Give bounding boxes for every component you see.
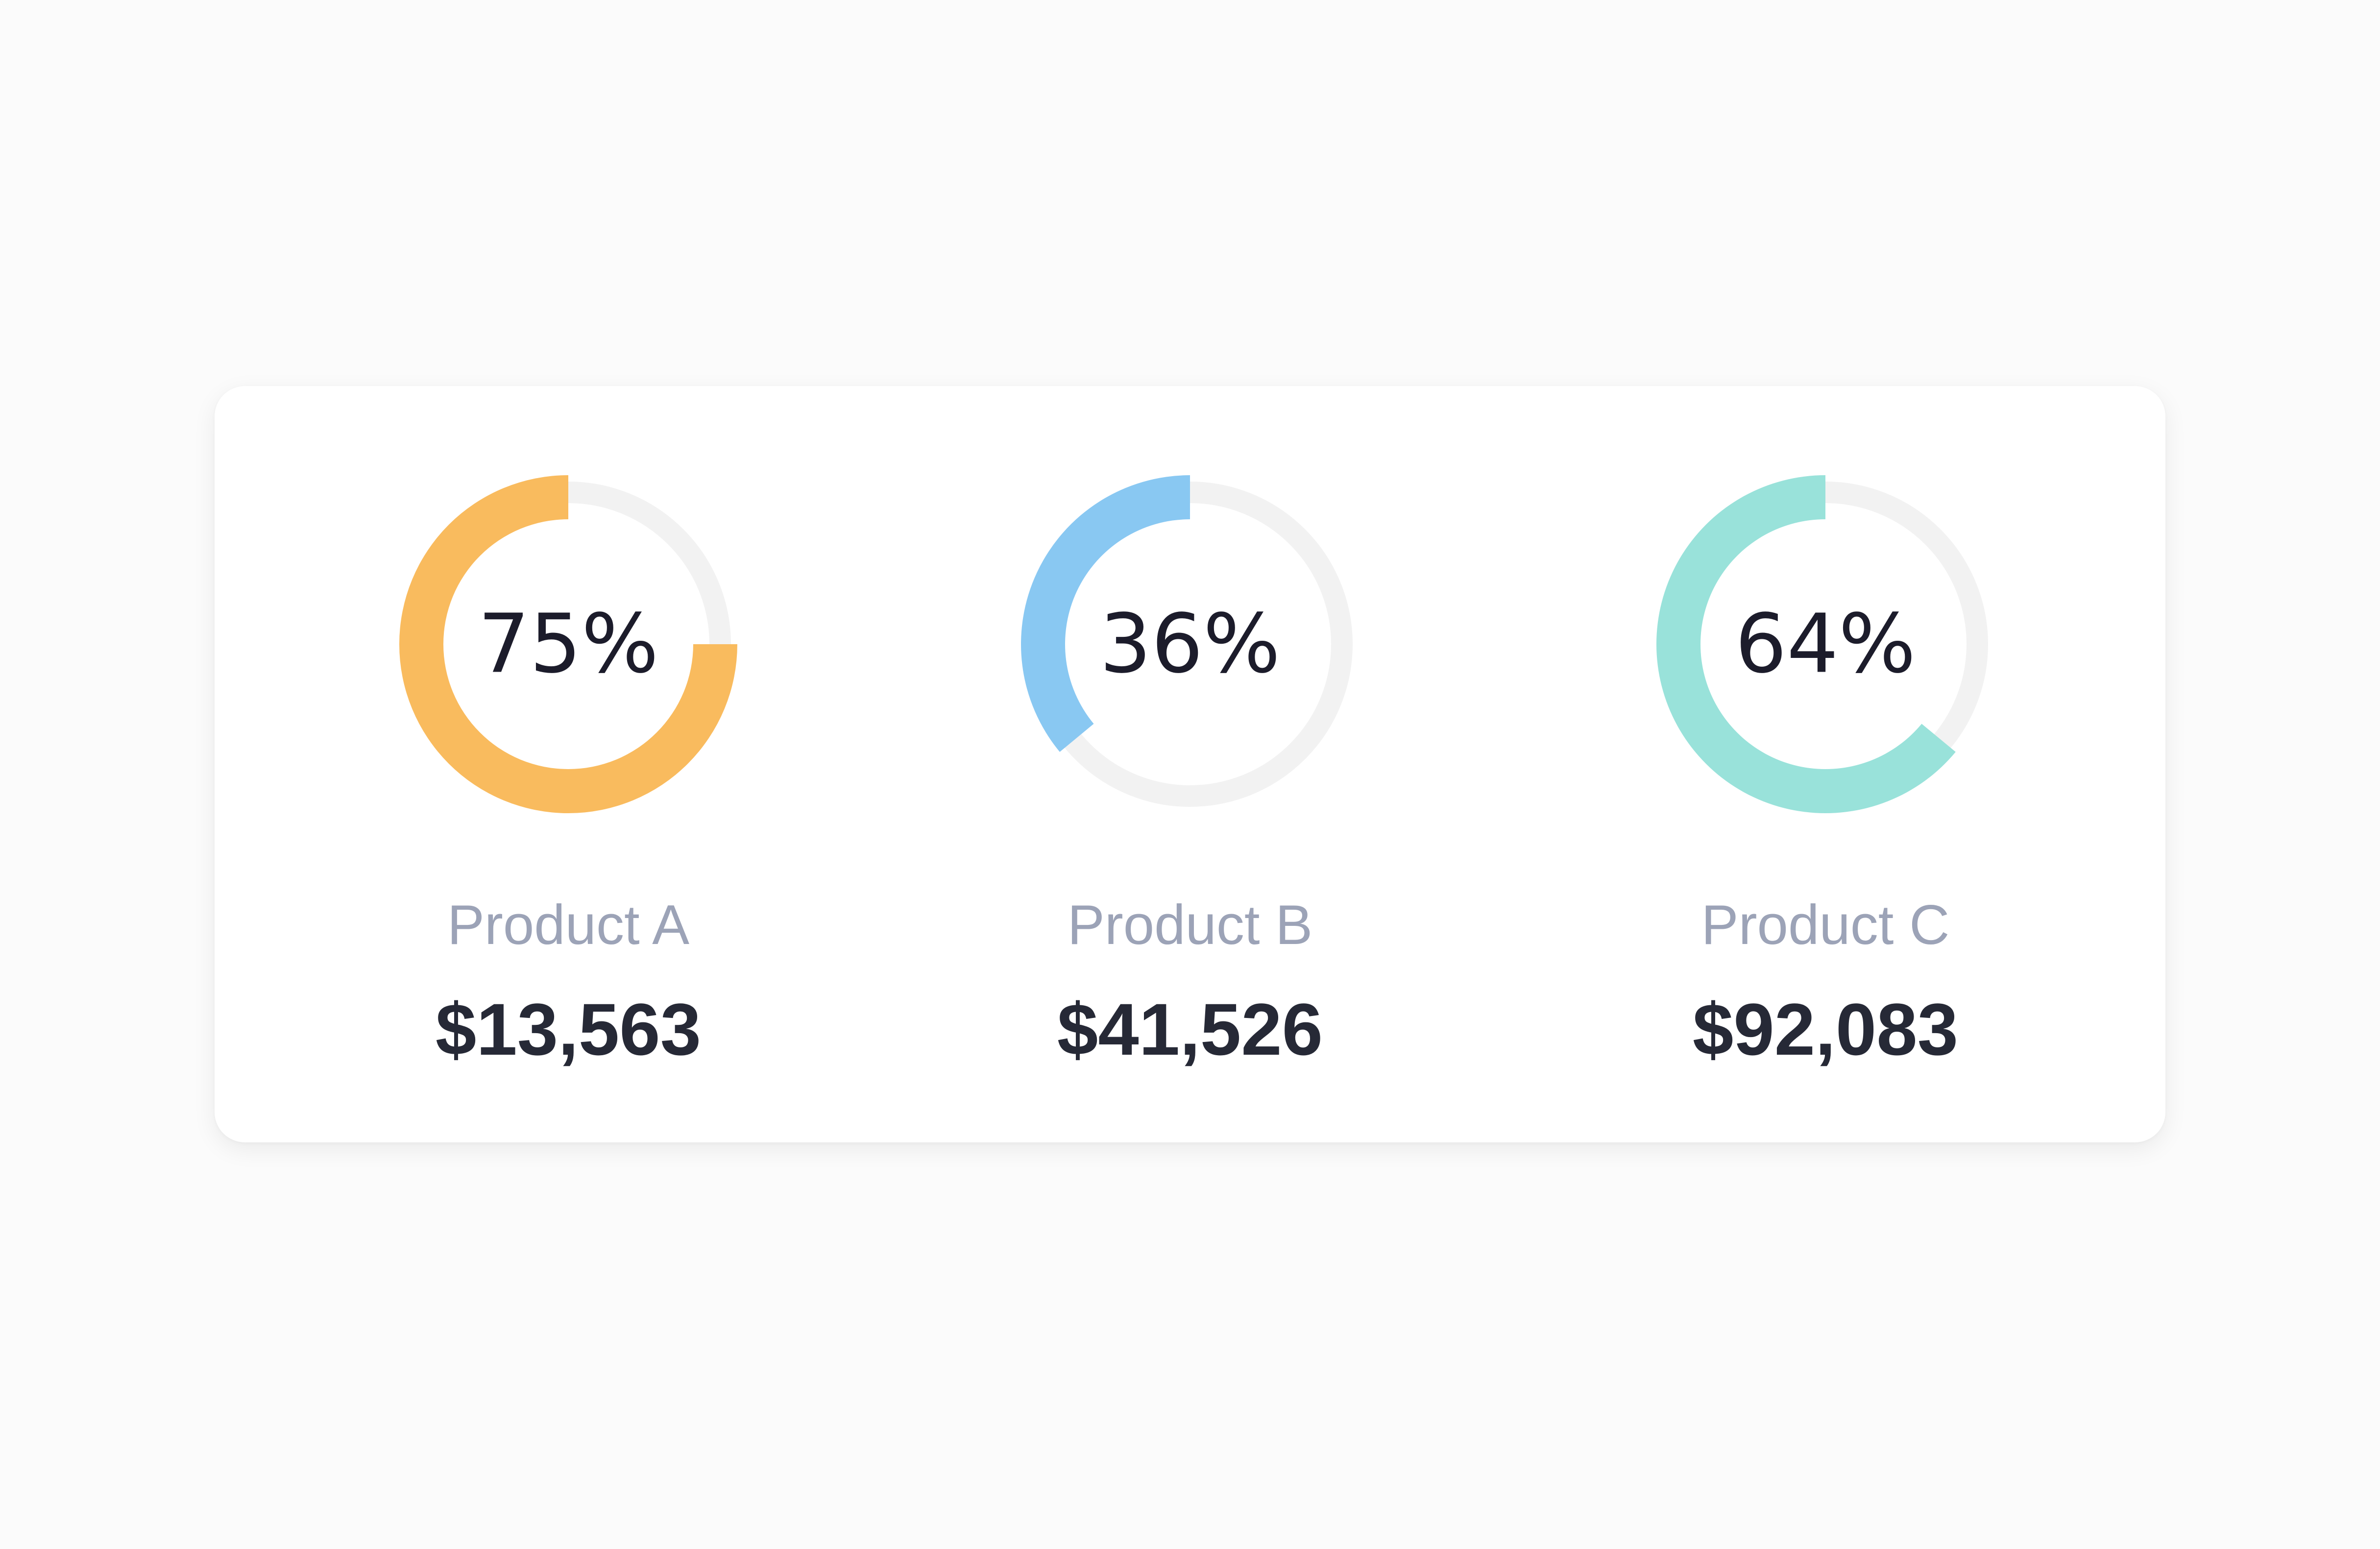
product-c-percent: 64% [1735,597,1916,692]
product-c-label: Product C [1701,894,1950,956]
product-a-label: Product A [447,894,690,956]
product-c-donut-arc [1656,475,1956,813]
product-b-donut: 36% [1021,475,1353,807]
product-b-donut-arc [1021,475,1190,752]
summary-card: 75% Product A $13,563 36% Product B $41,… [215,386,2165,1142]
product-b-label: Product B [1067,894,1313,956]
product-a-percent: 75% [478,597,659,692]
product-c-amount: $92,083 [1692,988,1959,1070]
product-b-percent: 36% [1100,597,1281,692]
product-b-widget: 36% Product B $41,526 [945,386,1435,1142]
product-a-donut: 75% [399,475,737,813]
product-b-amount: $41,526 [1057,988,1323,1070]
product-a-widget: 75% Product A $13,563 [323,386,813,1142]
product-a-amount: $13,563 [435,988,702,1070]
product-c-widget: 64% Product C $92,083 [1580,386,2070,1142]
product-c-donut: 64% [1656,475,1988,813]
